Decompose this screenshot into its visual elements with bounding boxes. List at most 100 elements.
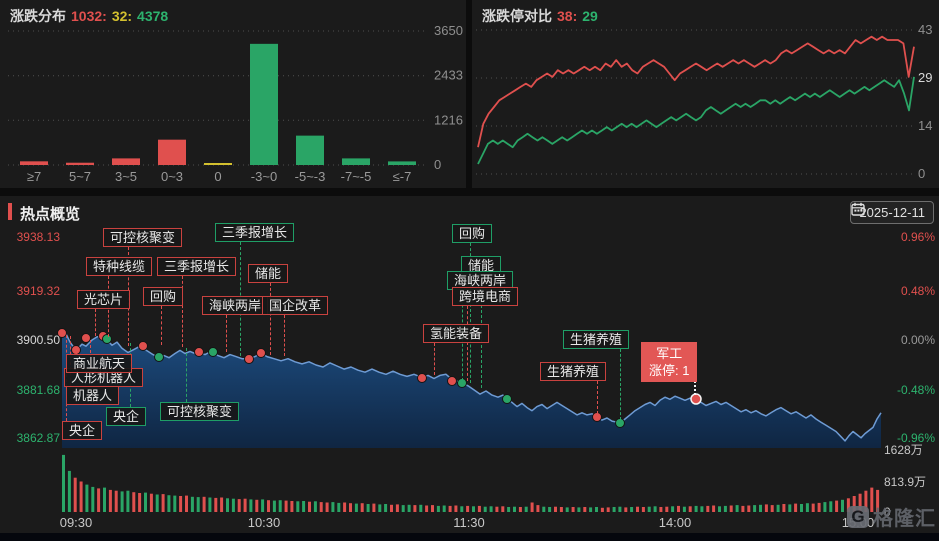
volume-bar <box>501 506 505 512</box>
x-tick-label: ≥7 <box>27 169 41 184</box>
volume-bar <box>366 504 370 512</box>
decliners-count: 4378 <box>137 8 169 24</box>
volume-bar <box>167 495 171 512</box>
x-tick-label: -7~-5 <box>341 169 372 184</box>
volume-bar <box>243 498 247 512</box>
volume-bar <box>829 501 833 512</box>
tooltip-sector: 军工 <box>656 346 683 361</box>
hot-topic-tag[interactable]: 国企改革 <box>262 296 329 315</box>
index-intraday-chart <box>57 328 882 512</box>
annotation-connector <box>620 349 621 420</box>
volume-bar <box>477 505 481 512</box>
volume-bar <box>466 505 470 512</box>
hot-topic-tag[interactable]: 海峡两岸 <box>447 271 514 290</box>
gelonghui-logo-icon: G <box>847 505 869 528</box>
x-tick-label: -5~-3 <box>295 169 326 184</box>
date-picker-button[interactable]: 2025-12-11 <box>850 201 934 224</box>
price-axis-label: 3919.32 <box>16 284 60 298</box>
volume-bar <box>179 496 183 512</box>
volume-bar <box>296 501 300 512</box>
annotation-connector <box>270 283 271 355</box>
hot-topic-tag[interactable]: 回购 <box>143 287 184 306</box>
percent-axis-label: -0.96% <box>896 431 935 445</box>
volume-bar <box>196 497 200 512</box>
hot-topic-tag[interactable]: 生猪养殖 <box>563 330 630 349</box>
y-tick-label: 1216 <box>434 112 463 127</box>
annotation-connector <box>161 306 162 345</box>
bottom-strip <box>0 533 939 541</box>
volume-bar <box>390 504 393 512</box>
distribution-bar <box>66 162 94 165</box>
hot-topic-tag[interactable]: 海峡两岸 <box>202 296 269 315</box>
y-tick-label: 43 <box>918 22 932 37</box>
hot-topic-tag[interactable]: 央企 <box>62 421 103 440</box>
hot-topic-tag[interactable]: 储能 <box>248 264 289 283</box>
distribution-bar <box>250 43 278 165</box>
volume-bar <box>325 502 329 512</box>
volume-bar <box>208 497 212 512</box>
advancers-count: 1032: <box>71 8 107 24</box>
annotation-connector <box>467 306 468 381</box>
index-area-fill <box>62 333 881 448</box>
volume-bar <box>624 507 628 512</box>
hot-topic-tag[interactable]: 跨境电商 <box>452 287 519 306</box>
volume-bar <box>308 501 311 512</box>
volume-bar <box>536 505 540 512</box>
annotation-connector <box>76 349 77 354</box>
volume-bar <box>343 502 347 512</box>
volume-bar <box>79 481 83 512</box>
volume-bar <box>852 496 856 512</box>
volume-bar <box>811 503 815 512</box>
hot-topic-tag[interactable]: 三季报增长 <box>157 257 237 276</box>
event-dot <box>81 333 91 343</box>
volume-bar <box>149 493 153 512</box>
volume-bar <box>747 505 751 512</box>
volume-bar <box>483 506 487 512</box>
volume-bar <box>448 505 452 512</box>
volume-bar <box>313 501 317 512</box>
x-tick-label: 0~3 <box>161 169 183 184</box>
volume-bar <box>360 503 364 512</box>
volume-bar <box>120 491 124 512</box>
volume-bar <box>495 506 499 512</box>
hot-topic-tag[interactable]: 商业航天 <box>66 354 133 373</box>
hot-topic-tag[interactable]: 回购 <box>452 224 493 243</box>
hot-topic-tag[interactable]: 生猪养殖 <box>540 362 607 381</box>
annotation-connector <box>434 343 435 375</box>
volume-bar <box>595 507 598 512</box>
volume-bar <box>565 507 569 512</box>
y-tick-label: 0 <box>434 157 441 172</box>
hot-topic-tag[interactable]: 可控核聚变 <box>160 402 240 421</box>
hot-topic-tag[interactable]: 光芯片 <box>77 290 131 309</box>
hot-topic-tag[interactable]: 氢能装备 <box>423 324 490 343</box>
hotspots-header: 热点概览 2025-12-11 <box>0 196 939 226</box>
volume-bar <box>841 499 844 512</box>
event-dot <box>244 354 254 364</box>
volume-bar <box>472 506 475 512</box>
volume-bar <box>870 487 874 512</box>
volume-bar <box>688 506 692 512</box>
volume-bar <box>729 505 733 512</box>
volume-bar <box>776 504 780 512</box>
volume-bar <box>284 500 288 512</box>
volume-bar <box>694 505 698 512</box>
volume-bar <box>518 507 522 512</box>
sector-limit-tooltip[interactable]: 军工 涨停: 1 <box>641 342 698 382</box>
volume-bar <box>73 477 77 512</box>
hot-topic-tag[interactable]: 可控核聚变 <box>103 228 183 247</box>
hot-topic-tag[interactable]: 特种线缆 <box>86 257 153 276</box>
tooltip-event-dot <box>690 393 702 405</box>
hot-topic-tag[interactable]: 机器人 <box>66 386 120 405</box>
volume-bar <box>618 506 622 512</box>
volume-bar <box>460 506 464 512</box>
percent-axis-label: -0.48% <box>896 383 935 397</box>
distribution-bar <box>388 161 416 165</box>
limit-up-count: 38: <box>557 8 578 24</box>
limit-down-count: 29 <box>582 8 598 24</box>
volume-bar <box>337 502 341 512</box>
hot-topic-tag[interactable]: 三季报增长 <box>215 223 295 242</box>
volume-bar <box>647 506 651 512</box>
volume-bar <box>800 504 803 512</box>
volume-bar <box>864 490 868 512</box>
hot-topic-tag[interactable]: 央企 <box>106 407 147 426</box>
